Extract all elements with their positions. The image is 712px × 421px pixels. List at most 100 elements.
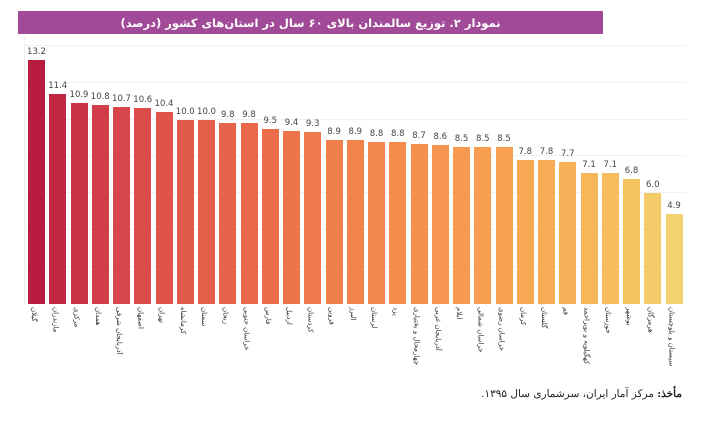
x-tick-label: بوشهر xyxy=(625,307,633,326)
bar xyxy=(283,130,300,304)
bar xyxy=(453,147,470,304)
bar-value-label: 8.8 xyxy=(390,128,405,139)
bar xyxy=(495,147,513,304)
x-tick: خوزستان xyxy=(601,307,618,387)
bar xyxy=(113,106,130,304)
x-tick-label: تهران xyxy=(157,307,166,324)
x-tick: کهگیلویه و بویراحمد xyxy=(580,307,597,387)
x-tick-label: کردستان xyxy=(306,307,315,333)
bar xyxy=(410,143,428,304)
x-tick: هرمزگان xyxy=(643,307,660,387)
bar xyxy=(176,119,194,304)
bar-value-label: 10.7 xyxy=(112,93,131,104)
bar-value-label: 8.5 xyxy=(475,134,490,145)
x-tick: البرز xyxy=(346,307,363,387)
source-label: مأخذ: xyxy=(657,388,682,400)
bar xyxy=(559,161,577,304)
x-tick: آذربایجان شرقی xyxy=(112,307,129,387)
plot-area: 13.2 11.4 10.9 10.8 10.7 10.6 10.4 10.0 10.0 9.8 9… xyxy=(24,36,686,304)
bar-value-label: 4.9 xyxy=(667,200,681,211)
chart-title: نمودار ۲. توزیع سالمندان بالای ۶۰ سال در… xyxy=(18,11,603,34)
bar-value-label: 9.8 xyxy=(220,110,235,121)
x-tick-label: خوزستان xyxy=(603,307,612,334)
x-tick-label: فارس xyxy=(263,307,272,325)
bar-value-label: 10.6 xyxy=(133,95,153,106)
bar-value-label: 10.9 xyxy=(69,89,89,100)
x-tick: خراسان جنوبی xyxy=(240,307,257,387)
bar xyxy=(516,160,534,304)
x-tick-label: همدان xyxy=(93,307,102,326)
bar xyxy=(580,173,598,304)
x-tick-label: قزوین xyxy=(327,307,336,325)
bar-value-label: 10.4 xyxy=(154,99,174,110)
x-tick: همدان xyxy=(91,307,108,387)
bar xyxy=(261,128,279,304)
x-tick: سیستان و بلوچستان xyxy=(665,307,682,387)
x-tick: کرمان xyxy=(516,307,533,387)
x-tick: سمنان xyxy=(197,307,214,387)
bar xyxy=(219,123,237,304)
bar xyxy=(389,141,407,304)
source-note: مأخذ: مرکز آمار ایران، سرشماری سال ۱۳۹۵. xyxy=(481,388,682,400)
x-tick: خراسان رضوی xyxy=(495,307,512,387)
x-tick: بوشهر xyxy=(622,307,639,387)
bar xyxy=(70,102,88,304)
x-tick: آذربایجان غربی xyxy=(431,307,448,387)
x-tick-label: لرستان xyxy=(370,307,378,329)
x-tick: کردستان xyxy=(303,307,320,387)
bar xyxy=(240,123,258,304)
x-tick-label: ایلام xyxy=(455,307,463,320)
gridline xyxy=(25,81,686,83)
x-tick: اصفهان xyxy=(133,307,150,387)
x-tick-label: اصفهان xyxy=(136,307,145,329)
bar xyxy=(134,108,152,304)
bar-value-label: 7.8 xyxy=(518,147,533,158)
x-tick-label: کهگیلویه و بویراحمد xyxy=(582,307,591,365)
bar xyxy=(623,178,640,304)
x-tick-label: آذربایجان شرقی xyxy=(115,307,123,355)
bar xyxy=(346,139,364,304)
bar xyxy=(304,132,322,304)
x-tick-label: خراسان رضوی xyxy=(497,307,506,351)
bar-value-label: 6.8 xyxy=(624,165,639,176)
bar-value-label: 8.9 xyxy=(327,126,341,137)
x-tick: گلستان xyxy=(537,307,554,387)
bar xyxy=(28,60,45,304)
bar-value-label: 9.3 xyxy=(305,119,320,130)
bar-value-label: 7.7 xyxy=(560,148,575,159)
chart-title-text: نمودار ۲. توزیع سالمندان بالای ۶۰ سال در… xyxy=(120,15,501,30)
x-tick: قم xyxy=(558,307,575,387)
bar-value-label: 10.0 xyxy=(197,106,216,117)
gridline xyxy=(25,118,686,120)
x-tick-label: مرکزی xyxy=(72,307,81,328)
bar xyxy=(474,147,492,304)
x-tick-label: خراسان شمالی xyxy=(476,307,485,353)
bar-value-label: 10.8 xyxy=(90,91,110,102)
bar-value-label: 11.4 xyxy=(48,80,68,91)
x-tick: تهران xyxy=(155,307,172,387)
bar xyxy=(49,93,67,304)
bar-value-label: 9.4 xyxy=(284,117,299,128)
x-tick-label: کرمان xyxy=(518,307,527,326)
x-tick: زنجان xyxy=(218,307,235,387)
bar-value-label: 7.8 xyxy=(539,147,554,158)
x-tick-label: کرمانشاه xyxy=(178,307,187,335)
bar-value-label: 7.1 xyxy=(603,160,618,171)
bar-value-label: 8.5 xyxy=(454,134,469,145)
x-tick-label: مازندران xyxy=(51,307,60,333)
x-tick-label: گیلان xyxy=(30,307,38,322)
x-tick: مازندران xyxy=(48,307,65,387)
bar xyxy=(431,145,449,304)
bar xyxy=(325,139,343,304)
x-tick: کرمانشاه xyxy=(176,307,193,387)
x-tick-label: سیستان و بلوچستان xyxy=(667,307,676,367)
gridline xyxy=(25,44,686,46)
x-tick: قزوین xyxy=(325,307,342,387)
x-tick-label: زنجان xyxy=(221,307,230,325)
bar-value-label: 8.9 xyxy=(348,126,363,137)
x-tick-label: چهارمحال و بختیاری xyxy=(412,307,421,366)
x-tick-label: گلستان xyxy=(540,307,548,329)
bar-value-label: 13.2 xyxy=(27,47,46,58)
bar-value-label: 8.7 xyxy=(412,130,426,141)
x-tick: مرکزی xyxy=(70,307,87,387)
